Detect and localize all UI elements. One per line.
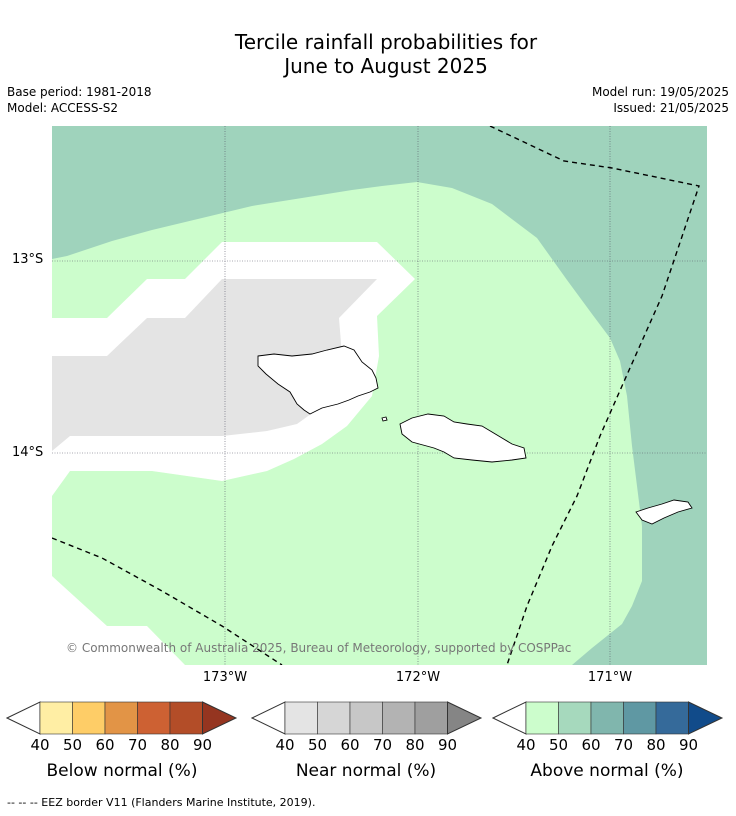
model-run: Model run: 19/05/2025 [591, 85, 729, 99]
region-no-dominant-sw [52, 576, 185, 665]
tick-label: 60 [581, 736, 601, 754]
region-near-40 [52, 279, 377, 451]
lat-label-13s: 13°S [12, 252, 44, 267]
lon-label-172w: 172°W [395, 670, 441, 685]
tick-label: 70 [127, 736, 148, 754]
meta-left: Base period: 1981-2018 Model: ACCESS-S2 [7, 84, 152, 116]
tick-label: 90 [437, 736, 458, 754]
colorbar-below [6, 701, 238, 735]
tick-label: 80 [160, 736, 180, 754]
savaii-island [257, 345, 379, 415]
lat-label-14s: 14°S [12, 445, 44, 460]
graticule [52, 126, 707, 665]
chart-title: Tercile rainfall probabilities for June … [0, 30, 736, 78]
tick-label: 90 [678, 736, 699, 754]
tick-label: 80 [646, 736, 666, 754]
tick-label: 50 [62, 736, 83, 754]
map [52, 126, 707, 665]
tutuila-island [635, 499, 693, 525]
tick-label: 60 [95, 736, 115, 754]
upolu-island [399, 413, 527, 463]
islands [257, 345, 693, 525]
colorbar-above-title: Above normal (%) [530, 761, 684, 781]
tick-label: 50 [548, 736, 569, 754]
tick-label: 90 [192, 736, 213, 754]
model-name: Model: ACCESS-S2 [7, 101, 119, 115]
manono-island [381, 416, 388, 422]
colorbar-above [492, 701, 724, 735]
meta-right: Model run: 19/05/2025 Issued: 21/05/2025 [592, 84, 729, 116]
tick-label: 40 [275, 736, 295, 754]
tick-label: 80 [405, 736, 425, 754]
colorbar-near-title: Near normal (%) [295, 761, 437, 781]
map-svg [52, 126, 707, 665]
base-period: Base period: 1981-2018 [7, 85, 152, 99]
tick-label: 40 [30, 736, 50, 754]
tick-label: 40 [516, 736, 536, 754]
tick-label: 70 [372, 736, 393, 754]
tick-label: 70 [613, 736, 634, 754]
title-line-1: Tercile rainfall probabilities for [234, 30, 538, 54]
title-line-2: June to August 2025 [284, 54, 488, 78]
eez-footnote: -- -- -- EEZ border V11 (Flanders Marine… [7, 796, 316, 809]
colorbar-near [251, 701, 483, 735]
tick-label: 60 [340, 736, 360, 754]
issued-date: Issued: 21/05/2025 [613, 101, 729, 115]
tick-label: 50 [307, 736, 328, 754]
copyright-notice: © Commonwealth of Australia 2025, Bureau… [66, 641, 572, 655]
eez-border [52, 126, 700, 665]
lon-label-173w: 173°W [202, 670, 248, 685]
lon-label-171w: 171°W [587, 670, 633, 685]
colorbar-below-title: Below normal (%) [46, 761, 198, 781]
